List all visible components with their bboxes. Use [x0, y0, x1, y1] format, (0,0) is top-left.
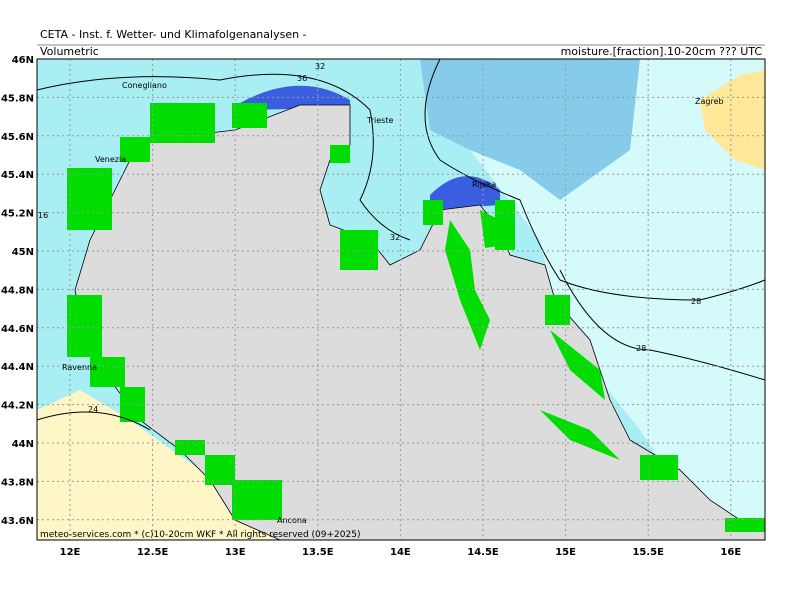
lon-label: 15.5E	[632, 547, 664, 558]
field-yellow	[700, 70, 765, 170]
place-label: Trieste	[366, 116, 393, 125]
place-label: Ravenna	[62, 363, 97, 372]
place-label: Ancona	[277, 516, 307, 525]
lon-label: 15E	[555, 547, 576, 558]
lat-label: 43.8N	[1, 477, 34, 488]
header-right: moisture.[fraction].10-20cm ??? UTC	[561, 45, 763, 58]
lat-label: 45.4N	[1, 170, 34, 181]
contour-label: 16	[38, 211, 48, 220]
lat-label: 45N	[12, 247, 34, 258]
lon-label: 13.5E	[302, 547, 334, 558]
lon-label: 12E	[60, 547, 81, 558]
graticule	[37, 59, 765, 540]
map-frame	[36, 58, 766, 541]
field-yellow-light	[37, 390, 280, 540]
contour-label: 28	[636, 344, 646, 353]
lat-label: 44.4N	[1, 362, 34, 373]
coast-cells	[67, 103, 765, 532]
lon-label: 13E	[225, 547, 246, 558]
lat-label: 46N	[12, 55, 34, 66]
lon-label: 14.5E	[467, 547, 499, 558]
footer: meteo-services.com * (c)10-20cm WKF * Al…	[40, 530, 360, 540]
header-title: CETA - Inst. f. Wetter- und Klimafolgena…	[40, 28, 307, 41]
place-label: Conegliano	[122, 81, 167, 90]
field-pale	[440, 59, 765, 540]
header-left: Volumetric	[40, 45, 99, 58]
place-label: Rijeka	[472, 180, 496, 189]
lon-label: 16E	[720, 547, 741, 558]
contour-label: 24	[88, 405, 98, 414]
contour-label: 28	[691, 297, 701, 306]
lon-label: 12.5E	[137, 547, 169, 558]
contour-label: 36	[297, 74, 307, 83]
map-area: Conegliano Venezia Trieste Rijeka Zagreb…	[36, 58, 766, 541]
lat-label: 43.6N	[1, 516, 34, 527]
lat-label: 44.6N	[1, 324, 34, 335]
lat-label: 45.2N	[1, 209, 34, 220]
contours	[36, 58, 766, 431]
lat-label: 45.6N	[1, 132, 34, 143]
lat-label: 44.8N	[1, 285, 34, 296]
lat-label: 45.8N	[1, 93, 34, 104]
place-label: Zagreb	[695, 97, 724, 106]
field-dark-blue	[240, 85, 350, 110]
contour-label: 32	[315, 62, 325, 71]
lat-label: 44N	[12, 439, 34, 450]
contour-label: 32	[390, 233, 400, 242]
place-label: Venezia	[95, 155, 126, 164]
field-blue	[420, 59, 640, 200]
lat-label: 44.2N	[1, 401, 34, 412]
lon-label: 14E	[390, 547, 411, 558]
